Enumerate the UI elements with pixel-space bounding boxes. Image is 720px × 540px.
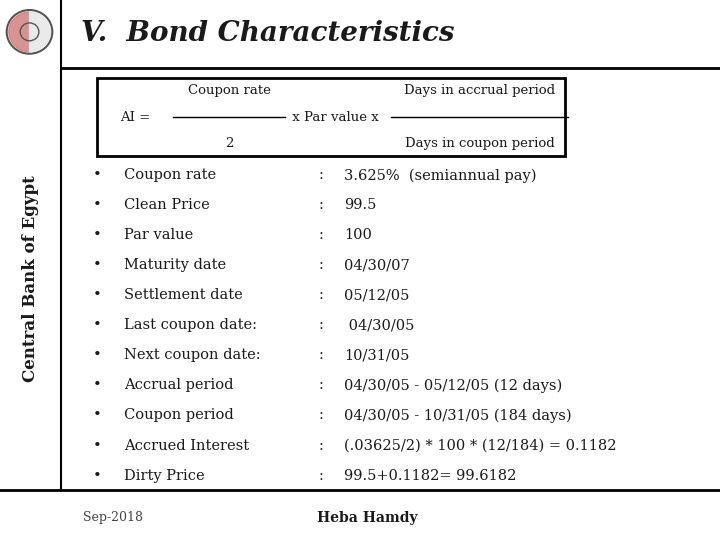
Text: 99.5: 99.5 xyxy=(344,198,377,212)
Text: :: : xyxy=(319,258,324,272)
Text: :: : xyxy=(319,319,324,333)
Text: •: • xyxy=(93,258,102,272)
Text: •: • xyxy=(93,438,102,453)
Text: V.  Bond Characteristics: V. Bond Characteristics xyxy=(81,20,454,47)
Text: :: : xyxy=(319,288,324,302)
Text: :: : xyxy=(319,408,324,422)
Text: AI =: AI = xyxy=(120,111,150,124)
Text: Par value: Par value xyxy=(124,228,193,242)
Text: :: : xyxy=(319,228,324,242)
Text: 2: 2 xyxy=(225,138,233,151)
Text: Heba Hamdy: Heba Hamdy xyxy=(317,511,418,525)
Text: Settlement date: Settlement date xyxy=(124,288,243,302)
Text: :: : xyxy=(319,198,324,212)
Text: Next coupon date:: Next coupon date: xyxy=(124,348,261,362)
Text: Accrual period: Accrual period xyxy=(124,379,233,393)
Text: Maturity date: Maturity date xyxy=(124,258,226,272)
FancyBboxPatch shape xyxy=(97,78,565,156)
Text: 04/30/05 - 05/12/05 (12 days): 04/30/05 - 05/12/05 (12 days) xyxy=(344,378,563,393)
Text: 04/30/05 - 10/31/05 (184 days): 04/30/05 - 10/31/05 (184 days) xyxy=(344,408,572,423)
Text: Coupon rate: Coupon rate xyxy=(124,168,216,183)
Text: •: • xyxy=(93,408,102,422)
Text: :: : xyxy=(319,379,324,393)
Text: (.03625/2) * 100 * (12/184) = 0.1182: (.03625/2) * 100 * (12/184) = 0.1182 xyxy=(344,438,617,453)
Text: Coupon rate: Coupon rate xyxy=(188,84,271,97)
Text: 04/30/05: 04/30/05 xyxy=(344,319,415,333)
Text: Coupon period: Coupon period xyxy=(124,408,233,422)
Text: •: • xyxy=(93,168,102,183)
Text: •: • xyxy=(93,228,102,242)
Text: 99.5+0.1182= 99.6182: 99.5+0.1182= 99.6182 xyxy=(344,469,517,483)
Text: Dirty Price: Dirty Price xyxy=(124,469,204,483)
Text: •: • xyxy=(93,288,102,302)
Text: Accrued Interest: Accrued Interest xyxy=(124,438,249,453)
Text: Days in accrual period: Days in accrual period xyxy=(404,84,555,97)
Text: :: : xyxy=(319,438,324,453)
Text: x Par value x: x Par value x xyxy=(289,111,379,124)
Text: 05/12/05: 05/12/05 xyxy=(344,288,410,302)
Text: 04/30/07: 04/30/07 xyxy=(344,258,410,272)
Wedge shape xyxy=(30,12,50,52)
Text: •: • xyxy=(93,379,102,393)
Text: 10/31/05: 10/31/05 xyxy=(344,348,410,362)
Text: Last coupon date:: Last coupon date: xyxy=(124,319,257,333)
Text: •: • xyxy=(93,319,102,333)
Wedge shape xyxy=(9,12,30,52)
Text: Days in coupon period: Days in coupon period xyxy=(405,138,554,151)
Text: Sep-2018: Sep-2018 xyxy=(83,511,143,524)
Text: •: • xyxy=(93,348,102,362)
Text: •: • xyxy=(93,469,102,483)
Text: 100: 100 xyxy=(344,228,372,242)
Text: 3.625%  (semiannual pay): 3.625% (semiannual pay) xyxy=(344,168,537,183)
Text: Clean Price: Clean Price xyxy=(124,198,210,212)
Text: :: : xyxy=(319,469,324,483)
Text: :: : xyxy=(319,348,324,362)
Text: Central Bank of Egypt: Central Bank of Egypt xyxy=(22,176,39,382)
Text: :: : xyxy=(319,168,324,183)
Text: •: • xyxy=(93,198,102,212)
